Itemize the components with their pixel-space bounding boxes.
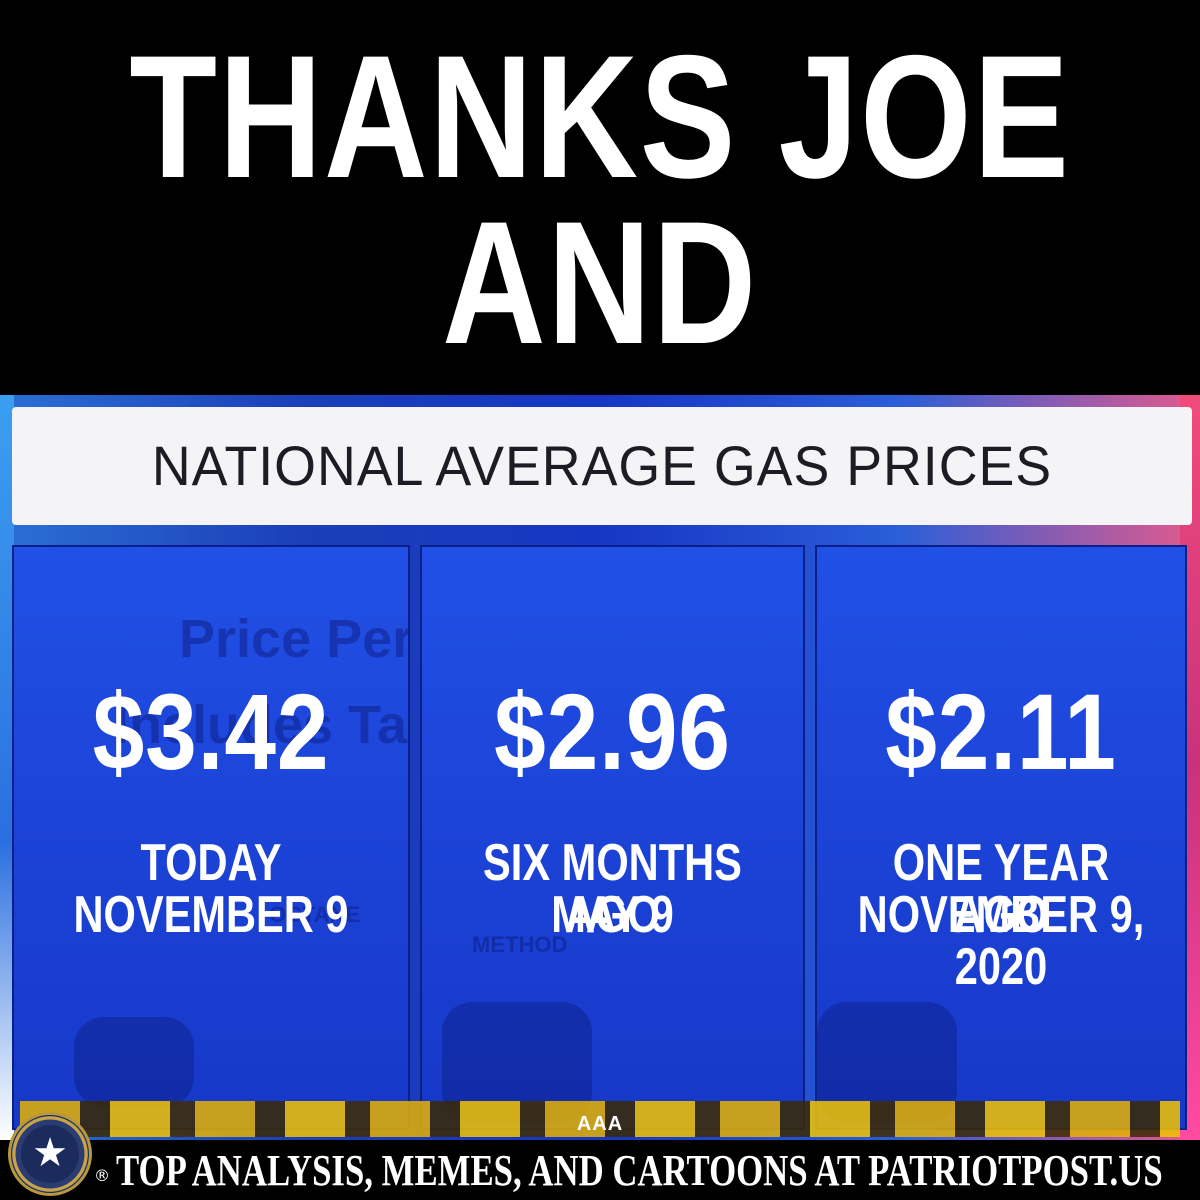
- background-text-includes-tax: Includes Tax: [114, 695, 410, 755]
- background-blur-shape: [74, 1017, 194, 1107]
- graphic-title-bar: NATIONAL AVERAGE GAS PRICES: [12, 407, 1192, 525]
- background-text-method: METHOD: [472, 932, 568, 957]
- headline-banner: THANKS JOE AND KAMALA: [0, 0, 1200, 546]
- graphic-title: NATIONAL AVERAGE GAS PRICES: [151, 434, 1053, 497]
- headline-line-1: THANKS JOE: [129, 20, 1071, 215]
- label-today-line1: TODAY: [140, 834, 282, 892]
- price-six-months-ago: $2.96: [494, 671, 731, 792]
- screen-edge-left: [0, 395, 14, 1140]
- price-today: $3.42: [92, 671, 330, 792]
- label-six-months-line1: SIX MONTHS AGO: [483, 834, 742, 944]
- ticker-stripe: [20, 1101, 1180, 1137]
- background-text-price-per-gallon: Price Per Gallon: [179, 609, 410, 669]
- star-seal-icon: ★: [8, 1112, 92, 1196]
- label-six-months-line2: MAY 9: [551, 886, 674, 944]
- background-text-octane: OCTANE: [269, 902, 361, 927]
- tv-graphic: NATIONAL AVERAGE GAS PRICES Price Per Ga…: [0, 395, 1200, 1140]
- price-panel-six-months: METHOD $2.96 SIX MONTHS AGO MAY 9: [420, 545, 805, 1130]
- price-panel-one-year: $2.11 ONE YEAR AGO NOVEMBER 9, 2020: [815, 545, 1187, 1130]
- registered-mark: ®: [94, 1166, 110, 1185]
- label-one-year-line1: ONE YEAR AGO: [892, 834, 1110, 944]
- label-one-year-line2: NOVEMBER 9, 2020: [857, 886, 1145, 996]
- price-panel-today: Price Per Gallon Includes Tax OCTANE $3.…: [12, 545, 410, 1130]
- price-one-year-ago: $2.11: [885, 671, 1117, 792]
- label-today-line2: NOVEMBER 9: [73, 886, 349, 944]
- source-credit: AAA: [576, 1113, 624, 1135]
- footer-promo-text: TOP ANALYSIS, MEMES, AND CARTOONS AT PAT…: [116, 1146, 1163, 1195]
- footer-bar: [0, 1140, 1200, 1200]
